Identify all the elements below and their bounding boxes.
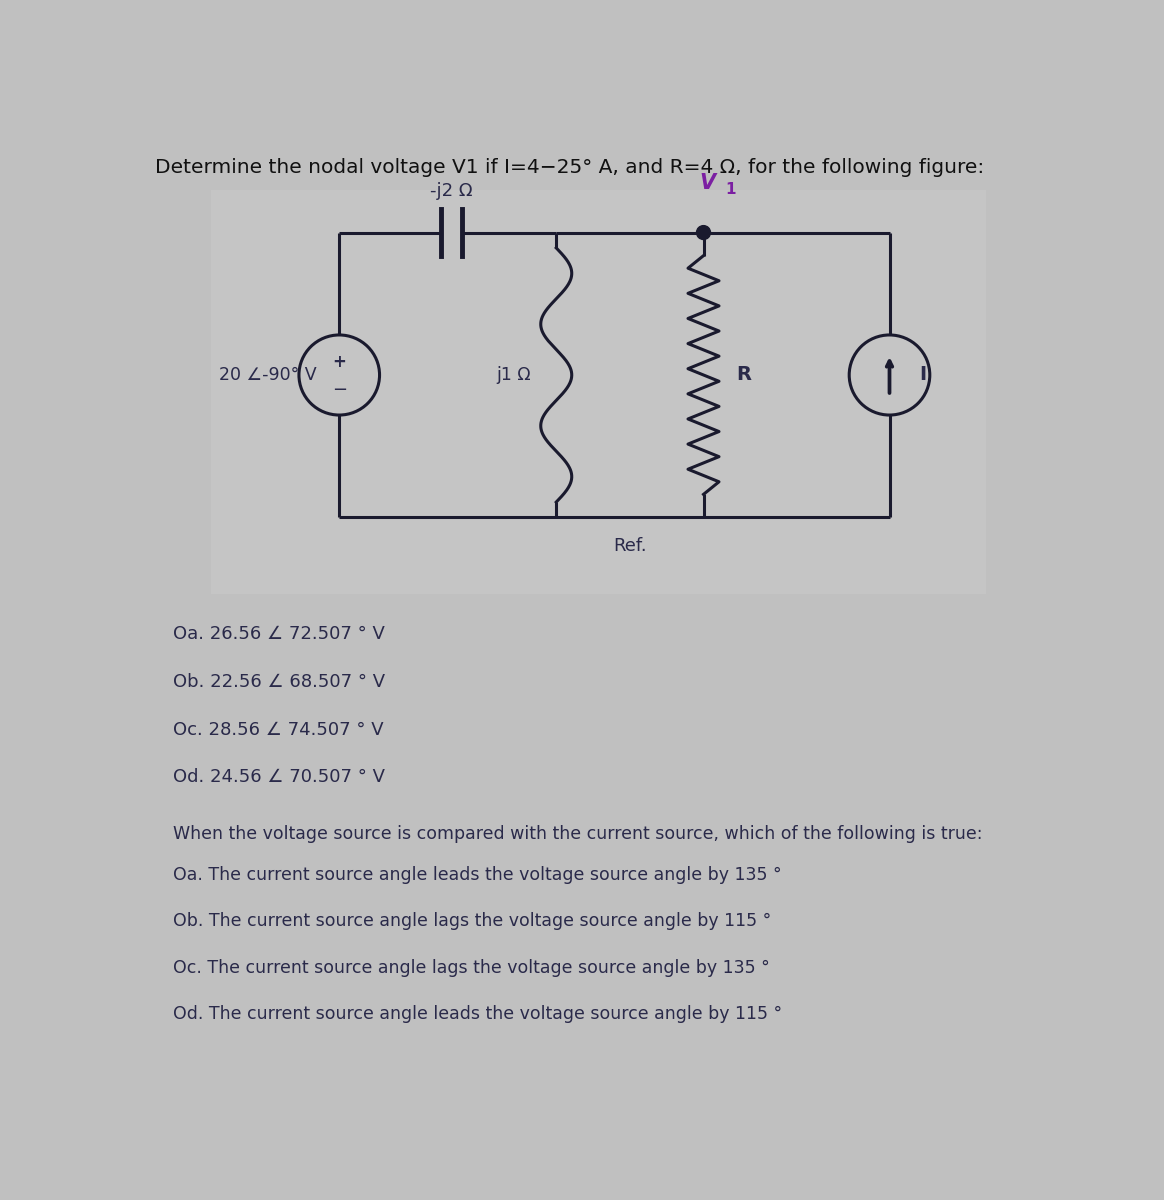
Text: R: R [736, 366, 751, 384]
Text: Determine the nodal voltage V1 if I=4−25° A, and R=4 Ω, for the following figure: Determine the nodal voltage V1 if I=4−25… [155, 158, 984, 176]
Text: j1 Ω: j1 Ω [496, 366, 531, 384]
Circle shape [696, 226, 710, 240]
Text: -j2 Ω: -j2 Ω [431, 182, 473, 200]
FancyBboxPatch shape [212, 190, 986, 594]
Text: Oc. 28.56 ∠ 74.507 ° V: Oc. 28.56 ∠ 74.507 ° V [172, 721, 383, 739]
Text: Oc. The current source angle lags the voltage source angle by 135 °: Oc. The current source angle lags the vo… [172, 959, 769, 977]
Text: −: − [332, 382, 347, 400]
Text: Od. The current source angle leads the voltage source angle by 115 °: Od. The current source angle leads the v… [172, 1004, 782, 1022]
Text: Od. 24.56 ∠ 70.507 ° V: Od. 24.56 ∠ 70.507 ° V [172, 768, 384, 786]
Text: I: I [918, 366, 927, 384]
Text: 20 ∠-90° V: 20 ∠-90° V [219, 366, 317, 384]
Text: +: + [332, 353, 346, 371]
Text: When the voltage source is compared with the current source, which of the follow: When the voltage source is compared with… [172, 826, 982, 844]
Text: Ob. The current source angle lags the voltage source angle by 115 °: Ob. The current source angle lags the vo… [172, 912, 771, 930]
Text: Oa. 26.56 ∠ 72.507 ° V: Oa. 26.56 ∠ 72.507 ° V [172, 625, 384, 643]
Text: 1: 1 [725, 182, 736, 197]
Text: Oa. The current source angle leads the voltage source angle by 135 °: Oa. The current source angle leads the v… [172, 866, 781, 884]
Text: Ref.: Ref. [613, 536, 647, 554]
Text: Ob. 22.56 ∠ 68.507 ° V: Ob. 22.56 ∠ 68.507 ° V [172, 673, 385, 691]
Text: V: V [700, 173, 716, 192]
